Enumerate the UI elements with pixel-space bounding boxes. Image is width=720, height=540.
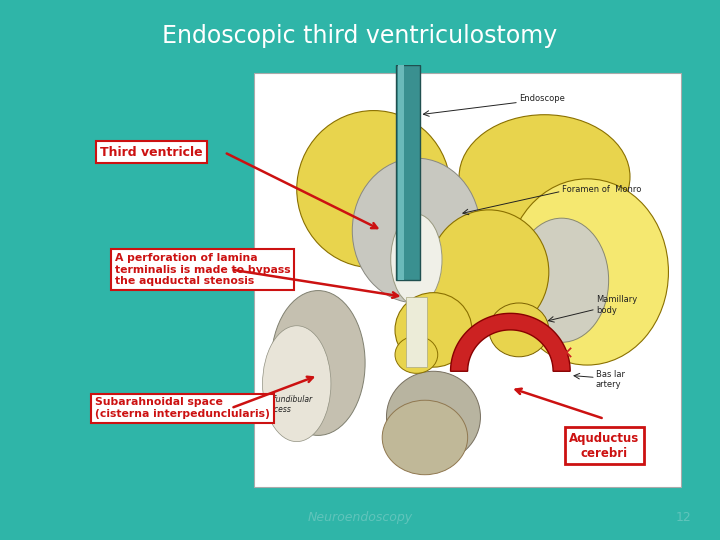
Text: Infundibular
recess: Infundibular recess — [267, 395, 313, 414]
Text: Third ventricle: Third ventricle — [100, 146, 202, 159]
Ellipse shape — [515, 218, 608, 342]
Ellipse shape — [459, 114, 630, 239]
Text: Aquductus
cerebri: Aquductus cerebri — [570, 432, 639, 460]
Ellipse shape — [391, 214, 442, 305]
Ellipse shape — [263, 326, 331, 442]
Ellipse shape — [352, 158, 480, 303]
Ellipse shape — [382, 400, 468, 475]
FancyBboxPatch shape — [254, 73, 681, 487]
Ellipse shape — [429, 210, 549, 334]
Text: Endoscopic third ventriculostomy: Endoscopic third ventriculostomy — [163, 24, 557, 48]
Ellipse shape — [489, 303, 549, 357]
Text: 12: 12 — [675, 510, 691, 524]
FancyBboxPatch shape — [405, 297, 427, 367]
FancyBboxPatch shape — [396, 65, 420, 280]
Text: ✕: ✕ — [558, 346, 573, 364]
Text: A perforation of lamina
terminalis is made to bypass
the aquductal stenosis: A perforation of lamina terminalis is ma… — [115, 253, 291, 286]
Text: Endoscope: Endoscope — [519, 93, 564, 103]
FancyBboxPatch shape — [398, 65, 404, 280]
Polygon shape — [451, 313, 570, 372]
Text: Subarahnoidal space
(cisterna interpedunclularis): Subarahnoidal space (cisterna interpedun… — [95, 397, 270, 419]
Ellipse shape — [506, 179, 668, 365]
Text: Mamillary
body: Mamillary body — [596, 295, 637, 315]
Ellipse shape — [387, 372, 480, 462]
Ellipse shape — [395, 336, 438, 373]
Text: Bas lar
artery: Bas lar artery — [596, 370, 625, 389]
Ellipse shape — [297, 111, 451, 268]
Ellipse shape — [271, 291, 365, 435]
Text: Neuroendoscopy: Neuroendoscopy — [307, 510, 413, 524]
Ellipse shape — [395, 293, 472, 367]
Text: Foramen of  Monro: Foramen of Monro — [562, 185, 641, 194]
